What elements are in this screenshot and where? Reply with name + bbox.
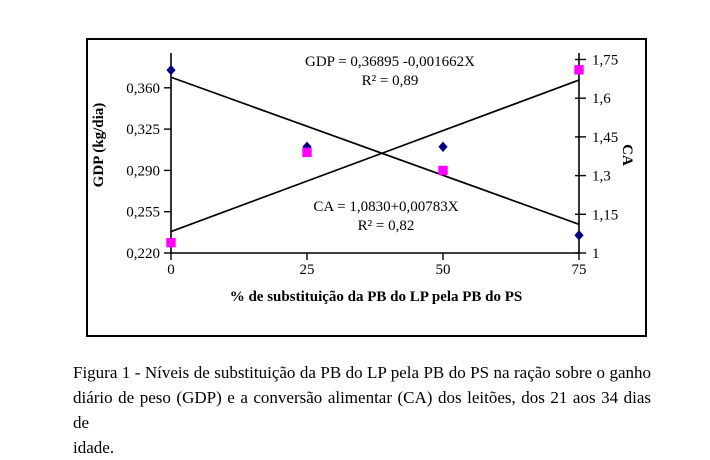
x-axis-tick-label: 0 xyxy=(167,262,175,278)
right-axis-tick-label: 1,15 xyxy=(592,207,618,223)
figure-caption: Figura 1 - Níveis de substituição da PB … xyxy=(73,360,651,460)
left-axis-tick-label: 0,290 xyxy=(126,163,160,179)
left-axis-title: GDP (kg/dia) xyxy=(91,102,107,188)
ca-point xyxy=(438,165,448,176)
left-axis-tick-label: 0,220 xyxy=(126,246,160,262)
right-axis-tick-label: 1,45 xyxy=(592,130,618,146)
x-axis-tick-label: 75 xyxy=(572,262,587,278)
gdp-point xyxy=(574,230,584,241)
right-axis-tick-label: 1 xyxy=(592,246,600,262)
ca-equation-block: CA = 1,0830+0,00783X R² = 0,82 xyxy=(236,198,536,236)
right-axis-tick-label: 1,75 xyxy=(592,53,618,69)
ca-trendline xyxy=(170,79,580,233)
left-axis-tick-label: 0,360 xyxy=(126,81,160,97)
caption-line-2: diário de peso (GDP) e a conversão alime… xyxy=(73,388,651,432)
right-axis-title: CA xyxy=(619,144,635,166)
left-axis-tick-label: 0,255 xyxy=(126,205,160,221)
left-axis-tick-label: 0,325 xyxy=(126,122,160,138)
x-axis-tick-label: 25 xyxy=(300,262,315,278)
caption-line-1: Figura 1 - Níveis de substituição da PB … xyxy=(73,363,651,382)
ca-equation-text: CA = 1,0830+0,00783X xyxy=(313,199,459,215)
ca-point xyxy=(302,147,312,158)
right-axis-tick-label: 1,3 xyxy=(592,169,611,185)
ca-point xyxy=(166,237,176,248)
x-axis-tick-label: 50 xyxy=(436,262,451,278)
gdp-equation-text: GDP = 0,36895 -0,001662X xyxy=(305,54,475,70)
right-axis-tick-label: 1,6 xyxy=(592,91,611,107)
ca-r2-text: R² = 0,82 xyxy=(357,218,415,234)
x-axis-title: % de substituição da PB do LP pela PB do… xyxy=(229,289,523,305)
gdp-equation-block: GDP = 0,36895 -0,001662X R² = 0,89 xyxy=(240,53,540,91)
gdp-trendline xyxy=(170,76,580,226)
chart-figure-box: 0,360 0,325 0,290 0,255 0,220 1,75 1,6 1,45 1,3 1… xyxy=(86,38,647,337)
gdp-point xyxy=(166,64,176,76)
chart-svg: 0,360 0,325 0,290 0,255 0,220 1,75 1,6 1,45 1,3 1… xyxy=(126,53,618,279)
ca-point xyxy=(574,65,584,75)
gdp-r2-text: R² = 0,89 xyxy=(361,73,419,89)
gdp-point xyxy=(438,141,448,152)
caption-line-3: idade. xyxy=(73,438,115,457)
